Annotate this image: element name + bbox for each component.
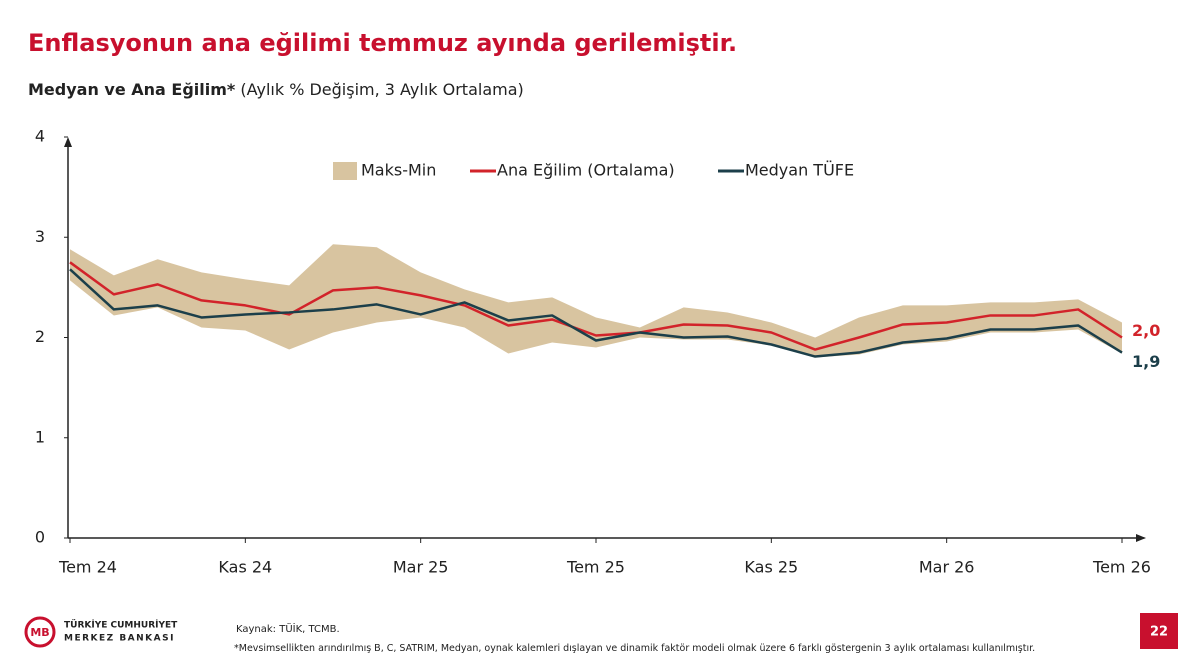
page-badge: [1140, 613, 1178, 649]
x-tick-label: Kas 25: [744, 558, 798, 577]
y-tick-label: 3: [35, 227, 45, 246]
note-box: *Mevsimsellikten arındırılmış B, C, SATR…: [234, 643, 1036, 654]
note: *Mevsimsellikten arındırılmış B, C, SATR…: [234, 643, 1036, 654]
x-tick-label: Tem 24: [58, 558, 117, 577]
y-tick-label: 4: [35, 127, 45, 146]
y-axis-arrow: [64, 137, 72, 147]
x-axis-arrow: [1136, 534, 1146, 542]
y-tick-label: 1: [35, 427, 45, 446]
logo-icon: [24, 616, 56, 648]
source: Kaynak: TÜİK, TCMB.: [236, 622, 340, 635]
subtitle: Medyan ve Ana Eğilim* (Aylık % Değişim, …: [28, 80, 524, 99]
legend-swatch: [333, 162, 357, 180]
bank-name: MERKEZ BANKASI: [64, 634, 175, 644]
page-number: 22: [1150, 625, 1168, 640]
x-tick-label: Tem 26: [1092, 558, 1151, 577]
y-tick-label: 0: [35, 528, 45, 547]
x-tick-label: Kas 24: [218, 558, 272, 577]
x-tick-label: Tem 25: [566, 558, 625, 577]
logo: MB: [24, 616, 56, 648]
slide-title: Enflasyonun ana eğilimi temmuz ayında ge…: [28, 29, 737, 57]
bank-name: TÜRKİYE CUMHURİYET: [64, 620, 178, 631]
x-tick-label: Mar 25: [393, 558, 449, 577]
plot: 0 1 2 3 4 Tem 24 Kas 24 Mar 25 Tem 25 Kas 25 Mar 2…: [35, 127, 1160, 577]
subtitle-rest: (Aylık % Değişim, 3 Aylık Ortalama): [240, 80, 523, 99]
legend-label: Ana Eğilim (Ortalama): [497, 161, 675, 180]
end-label: 2,0: [1132, 321, 1160, 340]
x-tick-label: Mar 26: [919, 558, 975, 577]
series-line: [69, 261, 1123, 351]
legend-label: Medyan TÜFE: [745, 161, 854, 180]
legend-label: Maks-Min: [361, 161, 436, 180]
end-label: 1,9: [1132, 352, 1160, 371]
range-band: [70, 244, 1122, 358]
subtitle-bold: Medyan ve Ana Eğilim*: [28, 80, 236, 99]
y-tick-label: 2: [35, 327, 45, 346]
series-line: [69, 268, 1123, 358]
logo-mark: MB: [30, 626, 49, 639]
